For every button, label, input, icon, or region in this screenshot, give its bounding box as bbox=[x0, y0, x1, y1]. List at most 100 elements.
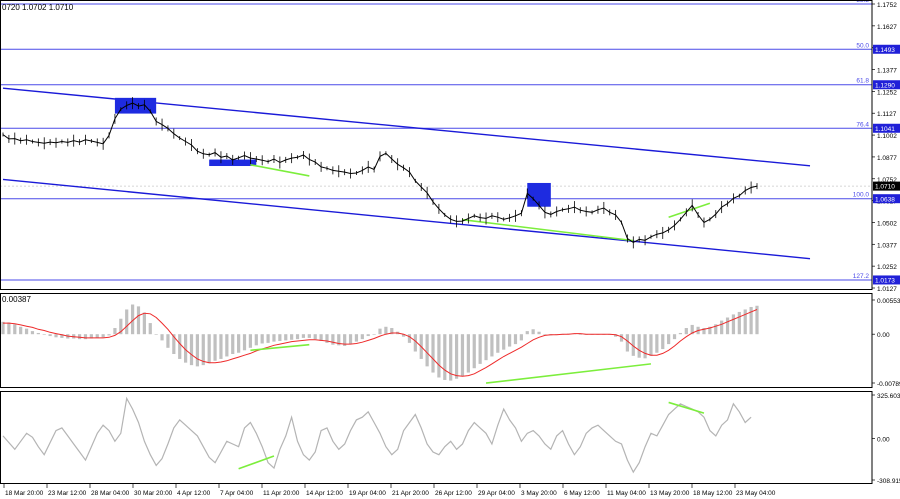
macd-histogram-bar bbox=[454, 334, 459, 379]
price-divergence-lines bbox=[2, 97, 758, 249]
macd-histogram-bar bbox=[731, 314, 736, 335]
time-tick-label: 3 May 20:00 bbox=[521, 490, 557, 497]
time-tick-label: 26 Apr 12:00 bbox=[435, 490, 472, 497]
macd-histogram-bar bbox=[425, 334, 429, 367]
macd-histogram-bar bbox=[667, 334, 671, 345]
macd-histogram-bar bbox=[384, 326, 388, 335]
macd-histogram-bar bbox=[672, 334, 677, 340]
price-tick-label: 1.0502 bbox=[877, 220, 897, 227]
macd-histogram-bar bbox=[295, 334, 300, 340]
macd-histogram-bar bbox=[737, 311, 741, 335]
macd-histogram-bar bbox=[13, 324, 17, 335]
macd-histogram-bar bbox=[631, 334, 635, 356]
cci-tick-label: -308.915 bbox=[877, 478, 900, 485]
macd-histogram-bar bbox=[1, 321, 5, 335]
divergence-line bbox=[462, 218, 634, 242]
divergence-line bbox=[250, 164, 310, 177]
macd-histogram-bar bbox=[708, 326, 712, 335]
macd-tick-label: 0.00 bbox=[877, 332, 890, 339]
price-tick-label: 1.1752 bbox=[877, 2, 897, 9]
macd-histogram-bar bbox=[89, 334, 93, 339]
macd-histogram-bar bbox=[543, 334, 547, 335]
macd-axis: 0.00553 0.00 -0.00789 bbox=[872, 298, 900, 388]
fib-level-pct: 127.2 bbox=[853, 273, 870, 280]
macd-histogram-bar bbox=[95, 334, 99, 338]
price-tick-label: 1.1127 bbox=[877, 111, 897, 118]
macd-histogram-bar bbox=[478, 334, 482, 364]
level-price-box bbox=[873, 123, 900, 133]
macd-histogram-bar bbox=[466, 334, 470, 373]
macd-histogram-bar bbox=[496, 334, 500, 353]
panel-frames bbox=[0, 0, 873, 484]
macd-histogram-bar bbox=[502, 334, 506, 350]
time-tick-label: 14 Apr 12:00 bbox=[306, 490, 343, 497]
price-tick-label: 1.1002 bbox=[877, 133, 897, 140]
price-tick-label: 1.0252 bbox=[877, 264, 897, 271]
macd-histogram-bar bbox=[625, 334, 630, 352]
time-axis: 18 Mar 20:00 23 Mar 12:00 28 Mar 04:00 30 M… bbox=[3, 484, 776, 497]
time-tick-label: 11 Apr 20:00 bbox=[263, 490, 300, 497]
macd-histogram-bar bbox=[30, 331, 35, 335]
level-price-label: 1.1041 bbox=[875, 126, 895, 133]
price-tick-label: 1.0377 bbox=[877, 242, 897, 249]
cci-axis: 325.6039 0.00 -308.915 bbox=[872, 393, 900, 485]
time-tick-label: 29 Apr 04:00 bbox=[478, 490, 515, 497]
macd-histogram-bar bbox=[743, 309, 747, 335]
macd-histogram-bar bbox=[614, 334, 618, 337]
macd-histogram-bar bbox=[372, 334, 376, 335]
macd-histogram-bar bbox=[378, 328, 382, 335]
price-line bbox=[2, 102, 758, 243]
macd-histogram-bar bbox=[48, 334, 52, 337]
cci-tick-label: 325.6039 bbox=[877, 393, 900, 400]
macd-histogram-bar bbox=[507, 334, 512, 347]
signal-marker bbox=[527, 182, 551, 207]
macd-histogram-bar bbox=[213, 334, 217, 361]
macd-histogram-bar bbox=[254, 334, 258, 346]
macd-histogram-bar bbox=[661, 334, 665, 350]
macd-histogram-bar bbox=[460, 334, 465, 377]
macd-histogram-bar bbox=[390, 328, 394, 335]
macd-histogram-bar bbox=[278, 334, 282, 342]
macd-histogram-bar bbox=[7, 322, 11, 335]
macd-histogram-bar bbox=[148, 323, 152, 335]
macd-histogram-bar bbox=[54, 334, 58, 338]
macd-histogram bbox=[1, 304, 759, 381]
macd-histogram-bar bbox=[113, 328, 117, 335]
time-tick-label: 6 May 12:00 bbox=[564, 490, 600, 497]
macd-histogram-bar bbox=[437, 334, 441, 378]
macd-histogram-bar bbox=[307, 334, 311, 338]
price-header: 0720 1.0702 1.0710 bbox=[2, 3, 74, 12]
macd-histogram-bar bbox=[301, 334, 306, 338]
macd-histogram-bar bbox=[702, 328, 706, 335]
level-price-label: 1.0173 bbox=[875, 278, 895, 285]
macd-histogram-bar bbox=[655, 334, 659, 353]
macd-histogram-bar bbox=[154, 334, 158, 335]
cci-tick-label: 0.00 bbox=[877, 437, 890, 444]
macd-histogram-bar bbox=[284, 334, 288, 341]
macd-histogram-bar bbox=[189, 334, 194, 366]
macd-histogram-bar bbox=[19, 326, 23, 335]
macd-histogram-bar bbox=[755, 305, 759, 335]
macd-header: 0.00387 bbox=[2, 295, 31, 304]
macd-histogram-bar bbox=[684, 328, 688, 335]
price-tick-label: 1.1252 bbox=[877, 89, 897, 96]
level-price-box bbox=[873, 275, 900, 285]
macd-histogram-bar bbox=[331, 334, 335, 345]
level-price-label: 1.1493 bbox=[875, 47, 895, 54]
macd-histogram-bar bbox=[266, 334, 270, 343]
macd-histogram-bar bbox=[119, 318, 123, 335]
macd-histogram-bar bbox=[449, 334, 453, 381]
price-panel: 38.2 50.0 61.8 76.4 100.0 127.2 1.1752 1.1627 1… bbox=[0, 0, 900, 293]
fib-level-pct: 100.0 bbox=[853, 192, 870, 199]
macd-histogram-bar bbox=[101, 334, 105, 338]
macd-histogram-bar bbox=[443, 334, 447, 380]
divergence-line bbox=[238, 455, 275, 470]
macd-histogram-bar bbox=[337, 334, 341, 346]
macd-histogram-bar bbox=[519, 334, 523, 341]
macd-histogram-bar bbox=[142, 312, 146, 335]
macd-histogram-bar bbox=[136, 306, 141, 335]
macd-histogram-bar bbox=[531, 329, 535, 335]
price-channel bbox=[2, 87, 811, 260]
fib-level-pct: 38.2 bbox=[856, 0, 869, 4]
macd-histogram-bar bbox=[178, 334, 182, 359]
